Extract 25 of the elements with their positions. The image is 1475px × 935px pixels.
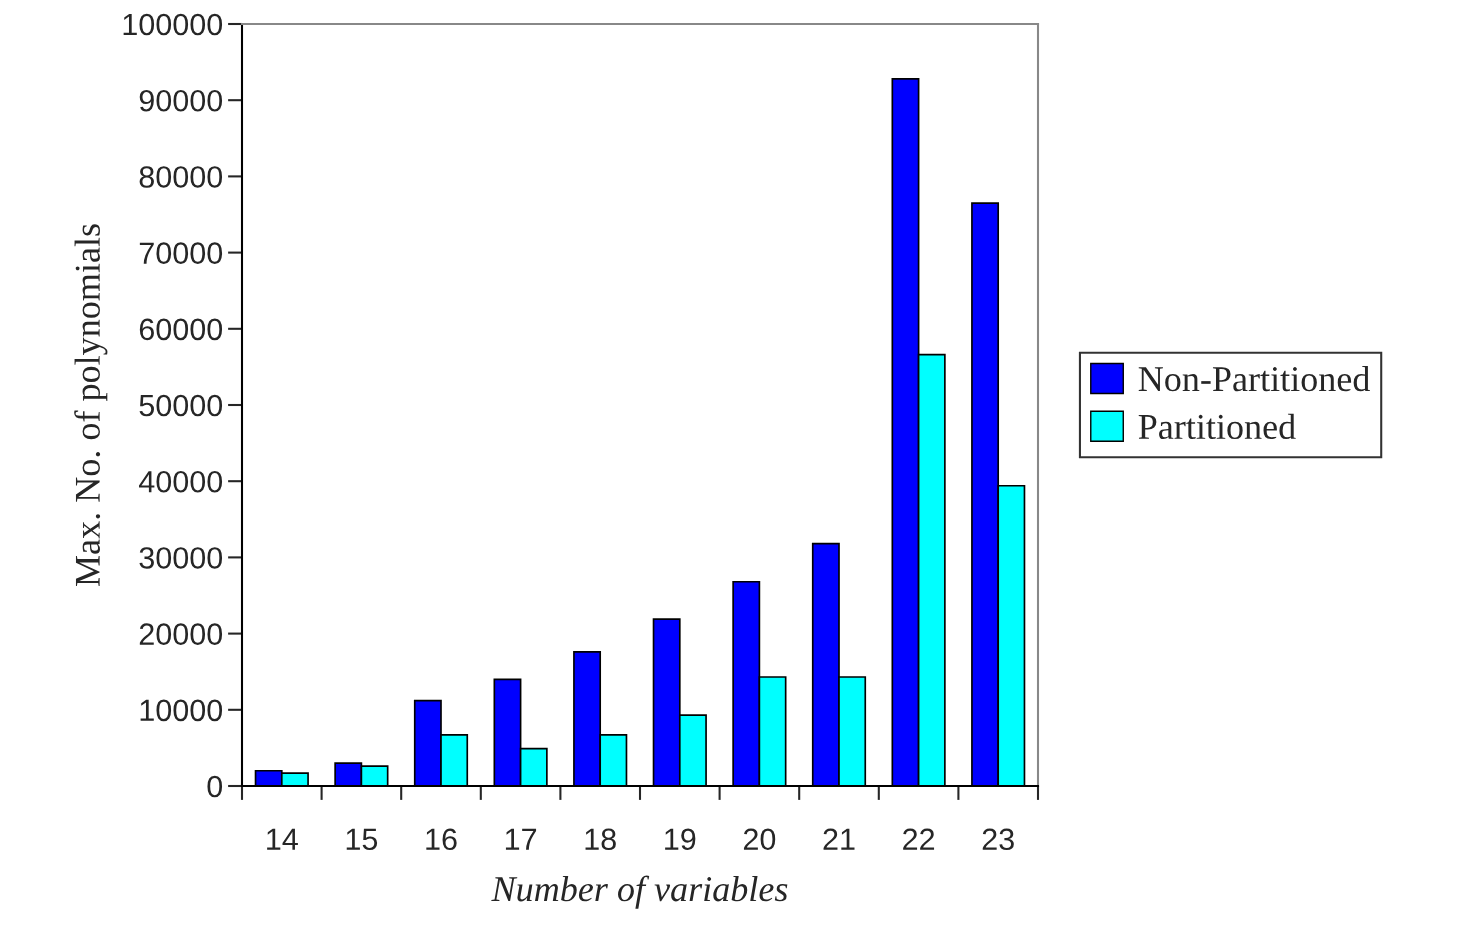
y-tick-label: 20000 [139, 623, 223, 645]
y-tick-label: 30000 [139, 547, 223, 569]
y-tick-label: 40000 [138, 470, 223, 493]
y-tick-label: 0 [207, 775, 223, 798]
x-tick-label: 20 [743, 828, 776, 851]
x-tick-label: 21 [823, 828, 855, 850]
x-tick-label: 18 [585, 828, 616, 851]
y-tick-label: 100000 [123, 13, 223, 36]
x-tick-label: 14 [267, 828, 298, 850]
y-axis-title: Max. No. of polynomials [74, 224, 108, 587]
legend-label: Non-Partitioned [1138, 365, 1370, 392]
y-tick-label: 50000 [139, 394, 223, 417]
x-axis-title: Number of variables [491, 875, 788, 909]
x-tick-label: 22 [903, 828, 935, 850]
y-tick-label: 80000 [139, 166, 223, 188]
y-tick-label: 70000 [139, 242, 223, 264]
x-tick-label: 19 [665, 828, 696, 851]
x-tick-label: 16 [426, 828, 457, 851]
x-tick-label: 17 [505, 828, 537, 850]
x-tick-label: 23 [982, 828, 1014, 851]
y-tick-label: 10000 [140, 699, 223, 722]
y-tick-label: 90000 [139, 89, 223, 112]
y-tick-label: 60000 [139, 318, 223, 341]
x-tick-label: 15 [346, 828, 378, 851]
legend-label: Partitioned [1138, 413, 1296, 440]
